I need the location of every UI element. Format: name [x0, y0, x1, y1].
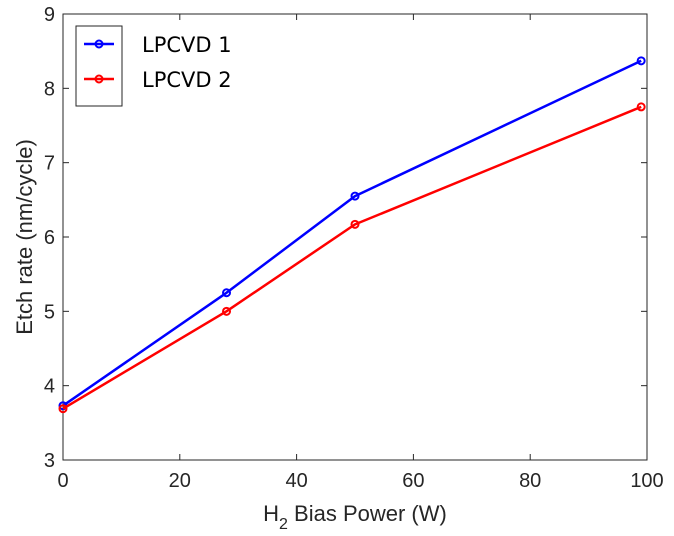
x-axis-title-main: H — [263, 501, 279, 526]
legend-label-lpcvd-1: LPCVD 1 — [142, 33, 232, 57]
legend-marker-lpcvd-2 — [94, 74, 104, 84]
series-line-2 — [62, 105, 642, 410]
tick-layer: 0 20 40 60 80 100 3 4 5 6 7 8 9 — [44, 4, 664, 492]
x-tick-label-100: 100 — [630, 470, 663, 492]
x-tick-label-40: 40 — [285, 470, 307, 492]
plot-frame — [62, 13, 648, 461]
y-axis-title: Etch rate (nm/cycle) — [12, 139, 37, 335]
series-line-1 — [62, 59, 642, 407]
x-tick-label-80: 80 — [519, 470, 541, 492]
x-axis-title-subscript: 2 — [279, 516, 288, 533]
y-tick-label-5: 5 — [44, 301, 55, 323]
legend-label-lpcvd-2: LPCVD 2 — [142, 68, 232, 92]
x-tick-label-60: 60 — [402, 470, 424, 492]
legend-marker-lpcvd-1 — [94, 39, 104, 49]
legend: LPCVD 1 LPCVD 2 — [75, 25, 232, 107]
y-tick-label-4: 4 — [44, 376, 55, 398]
x-axis-title-rest: Bias Power (W) — [288, 501, 447, 526]
series-layer — [58, 56, 646, 414]
data-point-s2-1 — [222, 306, 232, 316]
data-point-s1-1 — [222, 288, 232, 298]
y-tick-label-7: 7 — [44, 153, 55, 175]
data-point-s2-2 — [350, 219, 360, 229]
data-point-s1-2 — [350, 191, 360, 201]
x-tick-label-20: 20 — [169, 470, 191, 492]
y-tick-label-8: 8 — [44, 78, 55, 100]
data-point-s2-0 — [58, 404, 68, 414]
y-tick-label-9: 9 — [44, 4, 55, 26]
data-point-s2-3 — [636, 102, 646, 112]
data-point-s1-3 — [636, 56, 646, 66]
y-tick-label-3: 3 — [44, 450, 55, 472]
x-axis-title: H2 Bias Power (W) — [263, 501, 447, 533]
x-tick-label-0: 0 — [57, 470, 68, 492]
legend-box — [75, 25, 123, 107]
y-tick-label-6: 6 — [44, 227, 55, 249]
